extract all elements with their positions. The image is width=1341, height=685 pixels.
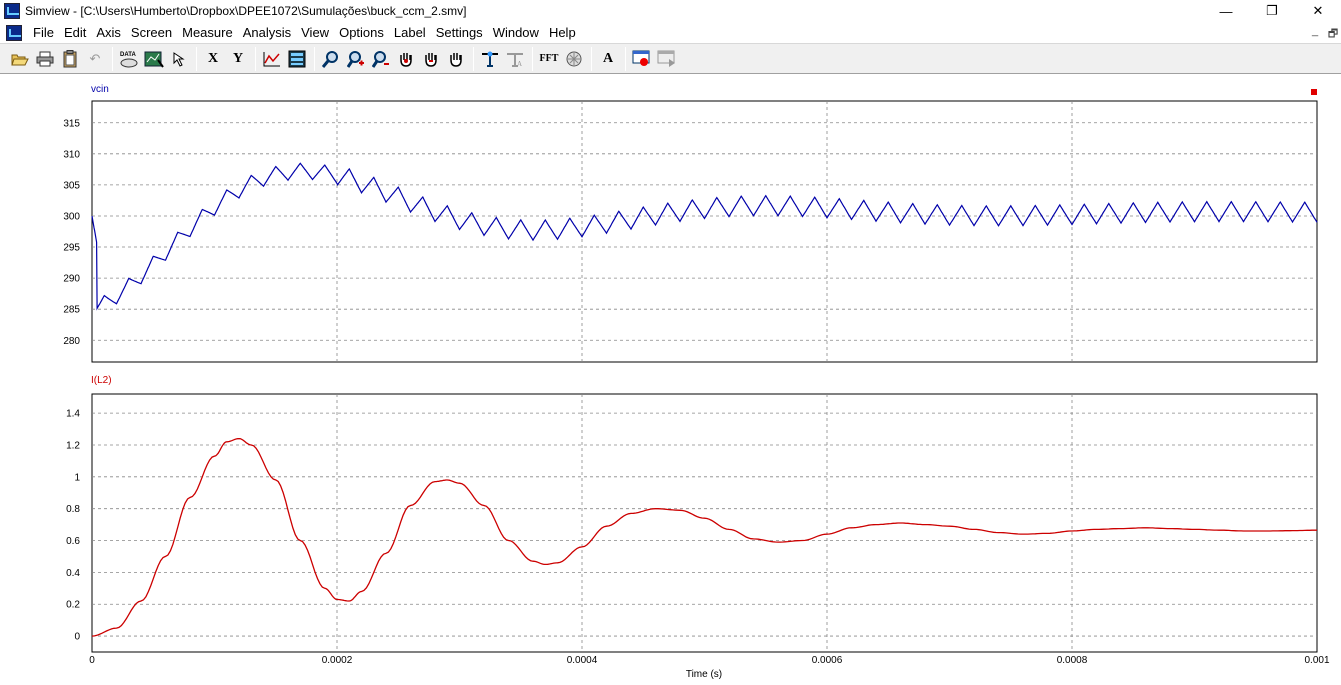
il2-y-tick-label: 1.2 [66,440,80,451]
vcin-y-tick-label: 290 [63,274,80,285]
display-icon[interactable] [285,47,309,71]
vcin-series-line [91,162,1318,311]
print-icon[interactable] [33,47,57,71]
minimize-button[interactable]: — [1219,3,1233,19]
x-tick-label: 0.0008 [1057,655,1088,666]
toolbar: ↶ DATA X Y A FFT A [0,43,1341,74]
close-button[interactable]: ✕ [1312,3,1324,18]
menu-view[interactable]: View [301,25,330,40]
menu-axis[interactable]: Axis [96,25,121,40]
x-axis-icon[interactable]: X [207,50,219,66]
menu-file[interactable]: File [33,25,54,40]
menu-window[interactable]: Window [492,25,539,40]
il2-y-tick-label: 0.2 [66,600,80,611]
x-axis-tick-labels: 0 0.0002 0.0004 0.0006 0.0008 0.001 [89,655,1330,666]
toolbar-separator [255,46,256,71]
il2-y-tick-labels: 0 0.2 0.4 0.6 0.8 1 1.2 1.4 [66,409,80,643]
toolbar-separator [112,46,113,71]
app-icon [4,3,20,19]
maximize-button[interactable]: ❐ [1266,3,1278,18]
menu-analysis[interactable]: Analysis [242,25,292,40]
il2-y-tick-label: 0 [74,632,80,643]
vcin-y-tick-label: 300 [63,211,80,222]
vcin-y-tick-label: 280 [63,336,80,347]
il2-y-tick-label: 1 [74,472,80,483]
menu-edit[interactable]: Edit [63,25,87,40]
data-icon[interactable]: DATA [117,47,141,71]
plot-area[interactable]: vcin 280 285 290 295 300 305 310 315 I(L2) 0 0.2… [0,75,1341,685]
x-tick-label: 0.001 [1304,655,1329,666]
vcin-y-tick-label: 295 [63,243,80,254]
il2-y-tick-label: 0.6 [66,536,80,547]
measure-icon[interactable] [478,47,502,71]
text-icon[interactable]: A [602,50,614,66]
toolbar-separator [473,46,474,71]
menu-screen[interactable]: Screen [130,25,173,40]
il2-y-tick-label: 0.8 [66,504,80,515]
measure-disabled-icon[interactable]: A [503,47,527,71]
toolbar-separator [532,46,533,71]
x-axis-label: Time (s) [686,669,722,680]
il2-trace-label[interactable]: I(L2) [91,375,112,386]
window-title: Simview - [C:\Users\Humberto\Dropbox\DPE… [25,4,467,18]
x-tick-label: 0.0006 [812,655,843,666]
x-tick-label: 0 [89,655,95,666]
toolbar-separator [591,46,592,71]
svg-text:A: A [517,60,522,68]
il2-series-line [91,437,1317,637]
vcin-trace-label[interactable]: vcin [91,84,109,95]
menu-options[interactable]: Options [339,25,384,40]
window-controls: — ❐ ✕ [1203,0,1341,22]
mdi-minimize-button[interactable]: _ [1311,25,1319,37]
cursor-icon[interactable] [167,47,191,71]
circle-icon[interactable] [562,47,586,71]
zoom-icon[interactable] [319,47,343,71]
zoom-out-icon[interactable] [369,47,393,71]
title-bar: Simview - [C:\Users\Humberto\Dropbox\DPE… [0,0,1341,22]
vcin-plot-frame [91,100,1318,363]
data-icon-label: DATA [120,52,136,58]
menu-help[interactable]: Help [548,25,576,40]
menu-measure[interactable]: Measure [182,25,233,40]
menu-settings[interactable]: Settings [435,25,483,40]
y-axis-icon[interactable]: Y [232,50,244,66]
vcin-grid [92,101,1317,362]
vcin-y-tick-label: 285 [63,305,80,316]
menu-bar: File Edit Axis Screen Measure Analysis V… [0,22,1341,43]
il2-y-tick-label: 1.4 [66,409,80,420]
x-tick-label: 0.0002 [322,655,353,666]
mdi-controls: _ 🗗 [1309,25,1339,44]
clipboard-icon[interactable] [58,47,82,71]
fft-icon[interactable]: FFT [539,53,559,64]
record-icon[interactable] [630,47,654,71]
undo-icon[interactable]: ↶ [89,50,101,66]
zoom-in-icon[interactable] [344,47,368,71]
toolbar-separator [314,46,315,71]
open-icon[interactable] [8,47,32,71]
il2-grid [92,394,1317,652]
toolbar-separator [625,46,626,71]
select-data-icon[interactable] [142,47,166,71]
vcin-y-tick-label: 310 [63,149,80,160]
mdi-restore-button[interactable]: 🗗 [1327,28,1339,40]
x-tick-label: 0.0004 [567,655,598,666]
vcin-y-tick-label: 305 [63,180,80,191]
hand-icon[interactable] [444,47,468,71]
pan-hand-2-icon[interactable] [419,47,443,71]
selection-marker[interactable] [1311,89,1317,95]
chart-icon[interactable] [260,47,284,71]
toolbar-separator [196,46,197,71]
vcin-y-tick-label: 315 [63,118,80,129]
menu-label[interactable]: Label [393,25,426,40]
vcin-y-tick-labels: 280 285 290 295 300 305 310 315 [63,118,80,347]
document-icon[interactable] [6,24,22,41]
waveform-plots[interactable]: vcin 280 285 290 295 300 305 310 315 I(L2) 0 0.2… [0,75,1341,685]
stop-icon[interactable] [655,47,679,71]
il2-plot-frame [91,393,1318,653]
pan-hand-icon[interactable] [394,47,418,71]
il2-y-tick-label: 0.4 [66,568,80,579]
